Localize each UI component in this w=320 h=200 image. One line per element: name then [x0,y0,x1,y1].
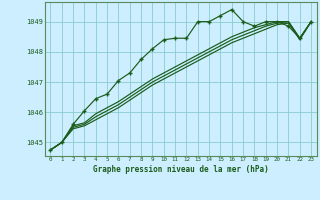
X-axis label: Graphe pression niveau de la mer (hPa): Graphe pression niveau de la mer (hPa) [93,165,269,174]
